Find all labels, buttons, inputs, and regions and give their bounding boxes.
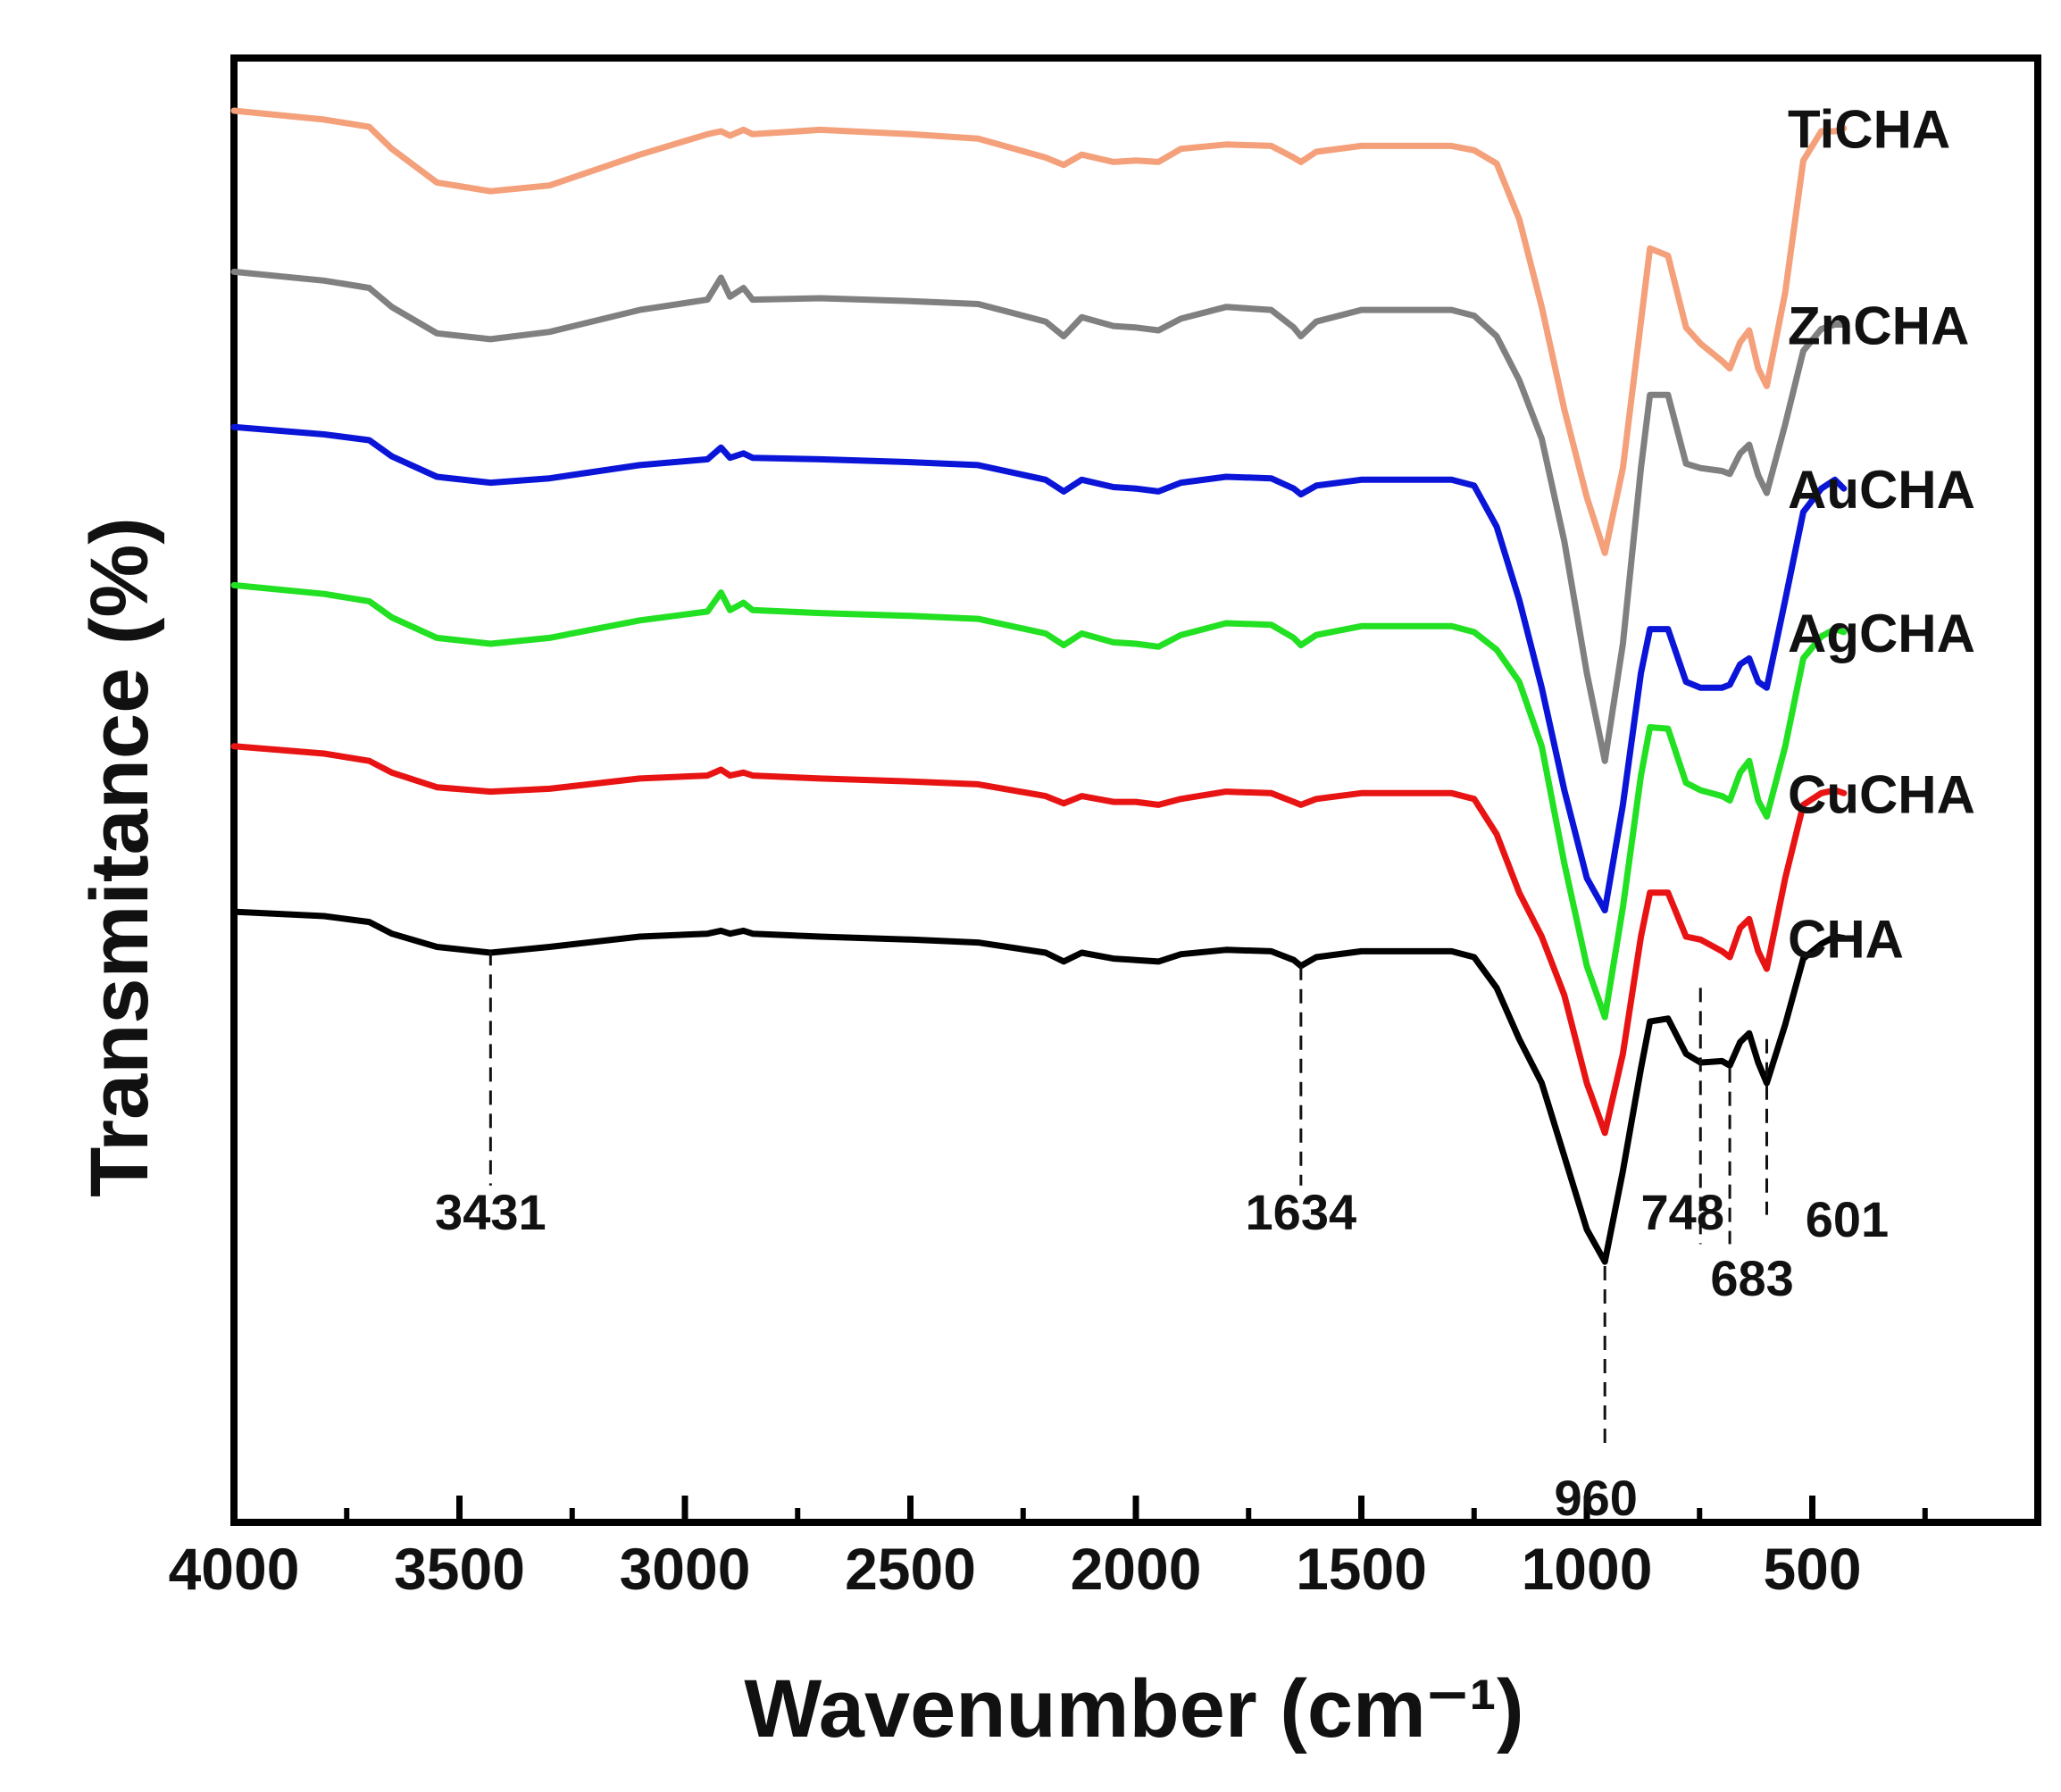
peak-label-960: 960 bbox=[1554, 1470, 1637, 1526]
series-line-aucha bbox=[230, 423, 1848, 913]
peak-label-683: 683 bbox=[1710, 1250, 1793, 1306]
legend-label-zncha: ZnCHA bbox=[1788, 296, 1969, 355]
legend: TiCHA ZnCHA AuCHA AgCHA CuCHA CHA bbox=[1788, 100, 1975, 970]
series-line-cucha bbox=[230, 743, 1848, 1137]
series-line-agcha bbox=[230, 581, 1848, 1021]
peak-label-3431: 3431 bbox=[435, 1184, 547, 1240]
peak-label-601: 601 bbox=[1806, 1191, 1889, 1247]
legend-label-cucha: CuCHA bbox=[1788, 764, 1975, 824]
series-line-zncha bbox=[230, 268, 1848, 764]
series-layer bbox=[230, 107, 1848, 1265]
legend-label-cha: CHA bbox=[1788, 910, 1904, 970]
x-tick-label: 4000 bbox=[169, 1536, 300, 1602]
series-line-cha bbox=[230, 908, 1848, 1265]
x-tick-label: 2500 bbox=[845, 1536, 976, 1602]
y-axis-title: Transmitance (%) bbox=[74, 517, 165, 1197]
x-tick-label: 1500 bbox=[1296, 1536, 1427, 1602]
legend-label-aucha: AuCHA bbox=[1788, 460, 1975, 520]
x-tick-label: 3500 bbox=[394, 1536, 525, 1602]
x-tick-label: 1000 bbox=[1522, 1536, 1653, 1602]
x-tick-label: 3000 bbox=[620, 1536, 751, 1602]
legend-label-agcha: AgCHA bbox=[1788, 604, 1975, 663]
peak-label-748: 748 bbox=[1641, 1184, 1724, 1240]
x-axis: 4000 3500 3000 2500 2000 1500 1000 500 bbox=[169, 1496, 1928, 1602]
x-tick-label: 2000 bbox=[1071, 1536, 1202, 1602]
x-axis-title: Wavenumber (cm⁻¹) bbox=[744, 1663, 1523, 1754]
legend-label-ticha: TiCHA bbox=[1788, 100, 1950, 160]
peak-label-1634: 1634 bbox=[1246, 1184, 1357, 1240]
series-line-ticha bbox=[230, 107, 1848, 556]
x-tick-label: 500 bbox=[1763, 1536, 1861, 1602]
